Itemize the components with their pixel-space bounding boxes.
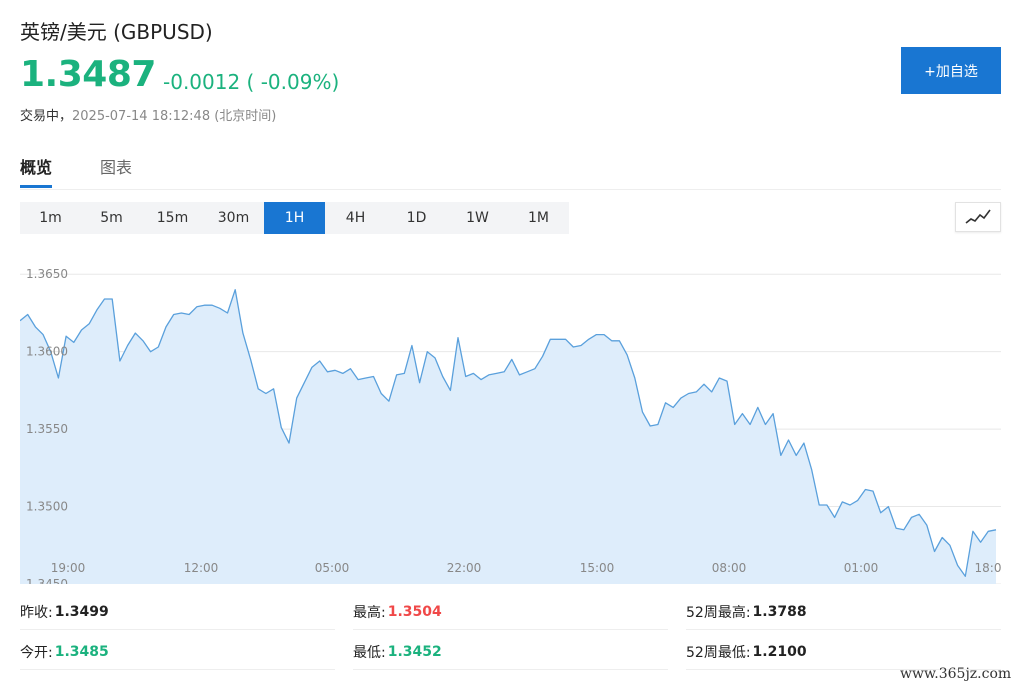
add-watchlist-button[interactable]: +加自选 — [901, 47, 1001, 94]
y-tick-label: 1.3650 — [26, 267, 68, 281]
price-line — [20, 289, 997, 577]
x-tick-label: 22:00 — [447, 561, 482, 575]
x-tick-label: 08:00 — [712, 561, 747, 575]
price-chart[interactable]: 1.3650 1.3600 1.3550 1.3500 1.3450 19:00 12:00… — [20, 246, 1001, 584]
stat-prev-close: 昨收: 1.3499 — [20, 594, 335, 630]
x-tick-label: 01:00 — [844, 561, 879, 575]
interval-selector: 1m 5m 15m 30m 1H 4H 1D 1W 1M — [20, 202, 569, 234]
interval-1h[interactable]: 1H — [264, 202, 325, 234]
stat-label: 52周最高: — [686, 604, 751, 621]
interval-1m[interactable]: 1m — [39, 210, 62, 226]
chart-type-button[interactable] — [955, 202, 1001, 232]
y-tick-label: 1.3600 — [26, 345, 68, 359]
stat-label: 52周最低: — [686, 644, 751, 661]
y-tick-label: 1.3550 — [26, 422, 68, 436]
stat-value: 1.2100 — [752, 643, 807, 660]
timestamp: 2025-07-14 18:12:48 (北京时间) — [72, 109, 277, 124]
interval-30m[interactable]: 30m — [217, 210, 250, 226]
current-price: 1.3487 — [20, 54, 156, 95]
trading-status: 交易中， — [20, 109, 73, 124]
interval-5m[interactable]: 5m — [100, 210, 123, 226]
stat-label: 昨收: — [20, 604, 53, 621]
stat-open: 今开: 1.3485 — [20, 634, 335, 670]
stat-value: 1.3499 — [54, 603, 109, 620]
tab-chart[interactable]: 图表 — [100, 158, 133, 177]
interval-4h[interactable]: 4H — [345, 210, 366, 226]
stat-52wk-low: 52周最低: 1.2100 — [686, 634, 1001, 670]
stat-value: 1.3485 — [54, 643, 109, 660]
stat-value: 1.3504 — [387, 603, 442, 620]
page-title: 英镑/美元 (GBPUSD) — [20, 20, 213, 44]
y-tick-label: 1.3450 — [26, 577, 68, 584]
stat-label: 最低: — [353, 644, 386, 661]
stat-label: 今开: — [20, 644, 53, 661]
line-chart-icon — [965, 209, 991, 224]
x-tick-label: 19:00 — [51, 561, 86, 575]
interval-15m[interactable]: 15m — [156, 210, 189, 226]
x-tick-label: 15:00 — [580, 561, 615, 575]
y-tick-label: 1.3500 — [26, 500, 68, 514]
stat-52wk-high: 52周最高: 1.3788 — [686, 594, 1001, 630]
tab-bar: 概览 图表 — [20, 150, 1001, 190]
interval-1d[interactable]: 1D — [406, 210, 427, 226]
stat-value: 1.3452 — [387, 643, 442, 660]
watermark: www.365jz.com — [900, 666, 1012, 682]
x-tick-label: 05:00 — [315, 561, 350, 575]
x-tick-label: 18:0 — [975, 561, 1001, 575]
stat-high: 最高: 1.3504 — [353, 594, 668, 630]
price-area — [20, 289, 996, 584]
interval-1mo[interactable]: 1M — [528, 210, 549, 226]
x-tick-label: 12:00 — [184, 561, 219, 575]
trading-status-line: 交易中，2025-07-14 18:12:48 (北京时间) — [20, 105, 276, 124]
stat-label: 最高: — [353, 604, 386, 621]
stat-low: 最低: 1.3452 — [353, 634, 668, 670]
stat-value: 1.3788 — [752, 603, 807, 620]
tab-overview[interactable]: 概览 — [20, 154, 53, 188]
interval-1w[interactable]: 1W — [466, 210, 489, 226]
price-change: -0.0012 ( -0.09%) — [163, 70, 340, 94]
